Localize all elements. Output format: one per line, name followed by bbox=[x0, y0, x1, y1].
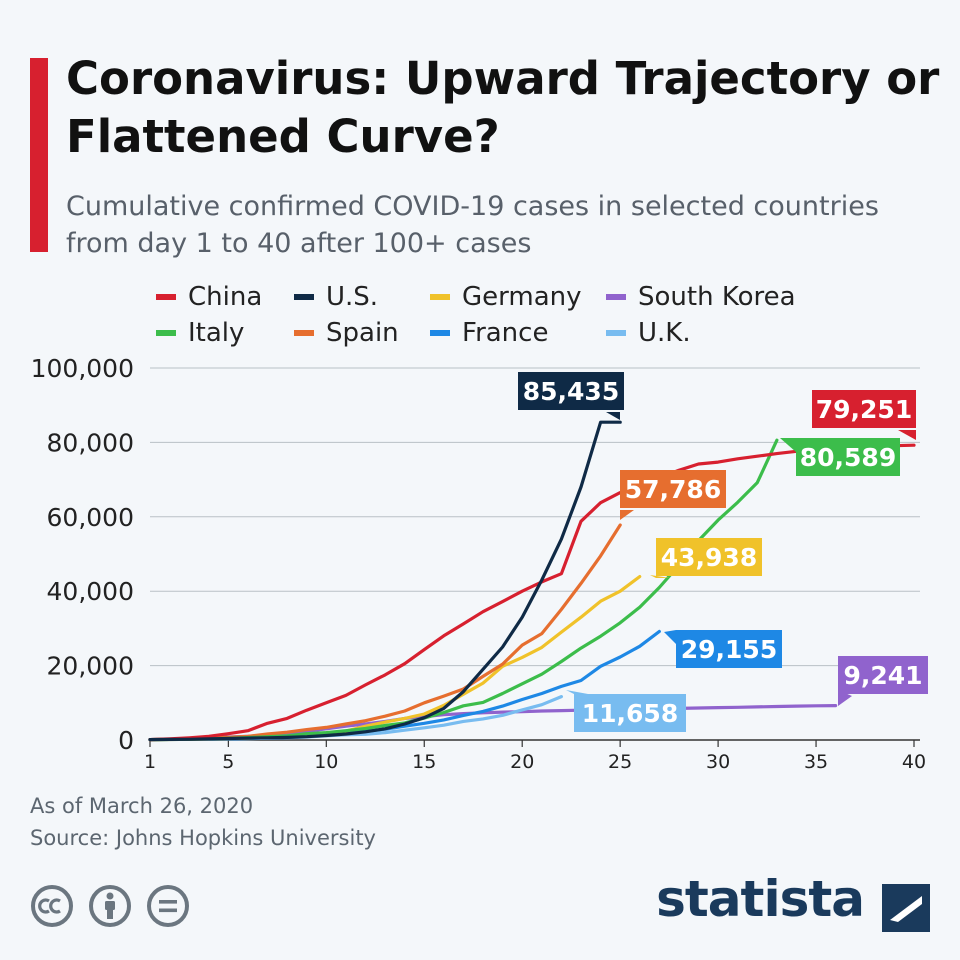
callout-pointer-u-k bbox=[566, 690, 588, 694]
legend-swatch bbox=[156, 330, 176, 336]
callout-pointer-spain bbox=[620, 510, 634, 520]
x-tick-label: 40 bbox=[902, 751, 926, 773]
legend-item-u-s: U.S. bbox=[294, 282, 378, 312]
legend-swatch bbox=[430, 330, 450, 336]
no-derivatives-icon[interactable] bbox=[146, 884, 190, 928]
y-tick-label: 100,000 bbox=[31, 354, 134, 383]
legend-swatch bbox=[294, 330, 314, 336]
series-line-spain bbox=[148, 523, 622, 742]
y-tick-label: 20,000 bbox=[47, 652, 134, 681]
legend-swatch bbox=[294, 294, 314, 300]
x-tick-label: 30 bbox=[706, 751, 730, 773]
callout-pointer-china bbox=[898, 430, 916, 440]
value-label-france: 29,155 bbox=[681, 635, 777, 664]
as-of-note: As of March 26, 2020 bbox=[30, 794, 254, 818]
series-line-u-s bbox=[148, 420, 622, 742]
y-tick-label: 60,000 bbox=[47, 503, 134, 532]
legend-swatch bbox=[606, 330, 626, 336]
legend-item-italy: Italy bbox=[156, 318, 244, 348]
value-label-u-s: 85,435 bbox=[523, 377, 619, 406]
legend-label: France bbox=[462, 318, 549, 348]
value-label-germany: 43,938 bbox=[661, 543, 757, 572]
callout-box-france bbox=[676, 630, 782, 668]
y-tick-label: 80,000 bbox=[47, 428, 134, 457]
x-tick-label: 25 bbox=[608, 751, 632, 773]
legend-item-u-k: U.K. bbox=[606, 318, 691, 348]
source-note: Source: Johns Hopkins University bbox=[30, 826, 376, 850]
legend-label: U.S. bbox=[326, 282, 379, 312]
legend-label: China bbox=[188, 282, 263, 312]
value-label-south-korea: 9,241 bbox=[843, 661, 922, 690]
callout-box-u-k bbox=[574, 694, 686, 732]
brand-logo[interactable]: statista bbox=[656, 870, 865, 928]
callout-pointer-germany bbox=[650, 575, 670, 578]
callout-box-italy bbox=[796, 438, 900, 476]
legend-label: South Korea bbox=[638, 282, 796, 312]
legend-label: Italy bbox=[188, 318, 245, 348]
cc-icon[interactable] bbox=[30, 884, 74, 928]
legend-label: Germany bbox=[462, 282, 582, 312]
x-tick-label: 15 bbox=[412, 751, 436, 773]
legend-item-germany: Germany bbox=[430, 282, 582, 312]
callout-box-china bbox=[812, 390, 916, 428]
x-tick-label: 20 bbox=[510, 751, 534, 773]
x-tick-label: 5 bbox=[222, 751, 234, 773]
legend-item-spain: Spain bbox=[294, 318, 399, 348]
series-line-china bbox=[148, 443, 916, 742]
x-tick-label: 35 bbox=[804, 751, 828, 773]
callout-box-spain bbox=[620, 470, 726, 508]
x-tick-label: 1 bbox=[144, 751, 156, 773]
callout-box-u-s bbox=[518, 372, 624, 410]
legend-swatch bbox=[156, 294, 176, 300]
legend-label: U.K. bbox=[638, 318, 691, 348]
callout-pointer-u-s bbox=[606, 412, 620, 420]
value-label-italy: 80,589 bbox=[800, 443, 896, 472]
legend-swatch bbox=[430, 294, 450, 300]
value-label-china: 79,251 bbox=[816, 395, 912, 424]
legend-item-china: China bbox=[156, 282, 262, 312]
accent-bar bbox=[30, 58, 48, 252]
callout-pointer-france bbox=[664, 630, 676, 644]
legend-item-south-korea: South Korea bbox=[606, 282, 796, 312]
legend-swatch bbox=[606, 294, 626, 300]
chart-subtitle: Cumulative confirmed COVID-19 cases in s… bbox=[66, 191, 879, 259]
legend-label: Spain bbox=[326, 318, 399, 348]
legend-item-france: France bbox=[430, 318, 548, 348]
y-tick-label: 0 bbox=[118, 726, 134, 755]
attribution-icon[interactable] bbox=[88, 884, 132, 928]
x-tick-label: 10 bbox=[314, 751, 338, 773]
callout-pointer-italy bbox=[780, 438, 796, 452]
callout-box-south-korea bbox=[838, 656, 928, 694]
chart-title: Coronavirus: Upward Trajectory or Flatte… bbox=[66, 52, 940, 163]
value-label-spain: 57,786 bbox=[625, 475, 721, 504]
y-tick-label: 40,000 bbox=[47, 577, 134, 606]
value-label-u-k: 11,658 bbox=[582, 699, 678, 728]
statista-logo-icon bbox=[882, 884, 930, 932]
callout-box-germany bbox=[656, 538, 762, 576]
